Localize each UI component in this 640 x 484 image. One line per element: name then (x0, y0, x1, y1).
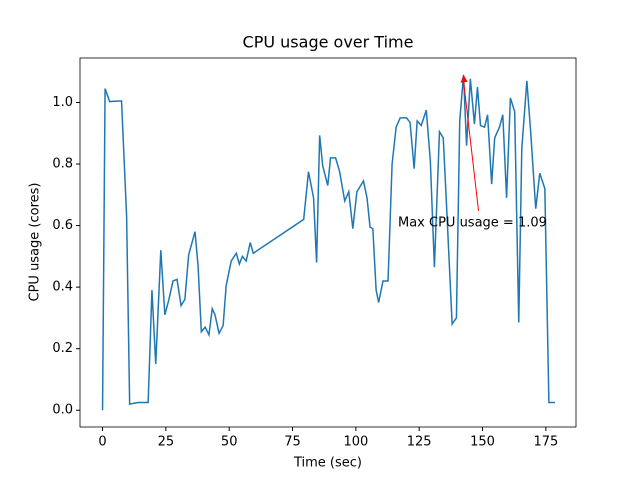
y-tick-label: 0.4 (52, 280, 73, 295)
x-tick-label: 75 (284, 435, 301, 450)
y-tick-label: 0.8 (52, 157, 73, 172)
y-tick-label: 1.0 (52, 95, 73, 110)
x-tick-label: 100 (343, 435, 368, 450)
x-tick-label: 150 (470, 435, 495, 450)
annotation-arrowhead (460, 74, 468, 83)
y-tick-label: 0.6 (52, 218, 73, 233)
chart-title: CPU usage over Time (243, 33, 414, 52)
x-tick-label: 125 (407, 435, 432, 450)
x-tick-label: 50 (221, 435, 238, 450)
x-tick-label: 25 (158, 435, 175, 450)
annotation: Max CPU usage = 1.09 (398, 215, 547, 230)
plot-frame (79, 57, 577, 428)
x-axis-label: Time (sec) (293, 456, 362, 471)
y-tick-label: 0.2 (52, 341, 73, 356)
line (101, 74, 555, 411)
x-tick-label: 175 (533, 435, 558, 450)
x-tick-label: 0 (98, 435, 106, 450)
y-tick-label: 0.0 (52, 403, 73, 418)
annotation-arrow (463, 80, 480, 211)
y-axis-label: CPU usage (cores) (28, 183, 43, 302)
